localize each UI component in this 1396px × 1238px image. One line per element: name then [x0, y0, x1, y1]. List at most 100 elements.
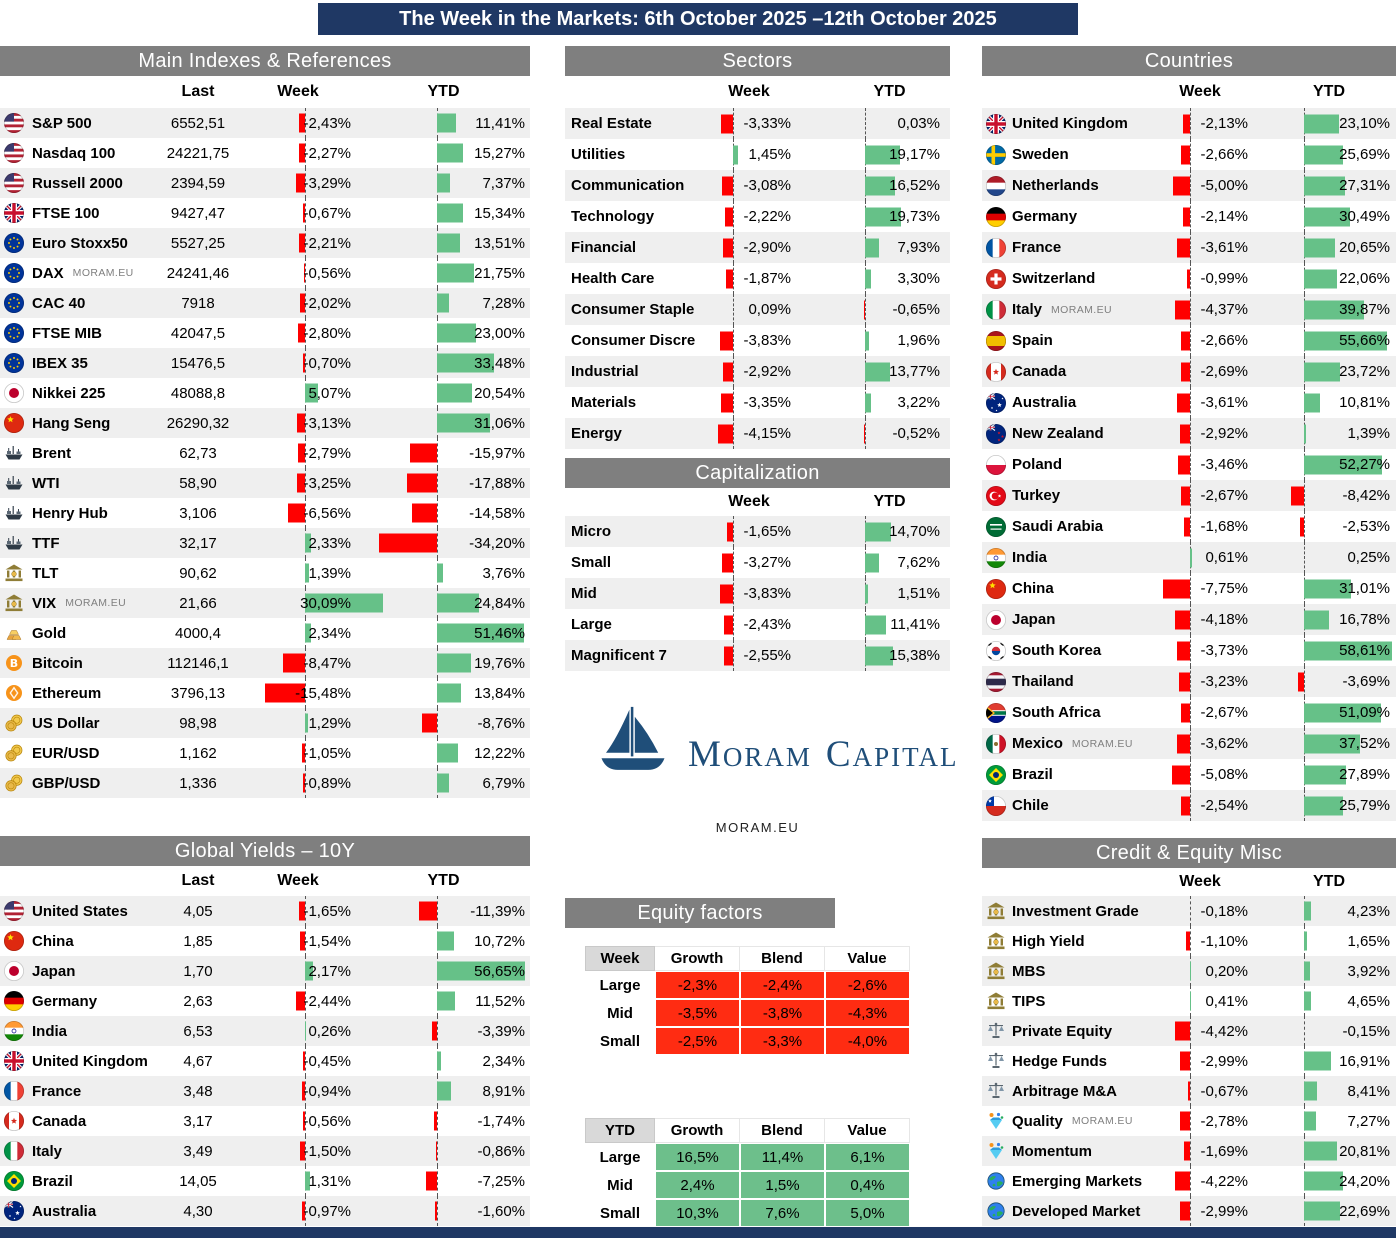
positive-bar — [865, 584, 868, 603]
bar-cell-week: -2,79% — [243, 438, 353, 468]
row-label-cell: IBEX 35 — [32, 348, 88, 378]
cell-value: -6,56% — [303, 504, 351, 522]
row-label-cell: Communication — [571, 170, 684, 201]
row-label-cell: FTSE MIB — [32, 318, 102, 348]
negative-bar — [1184, 1141, 1190, 1161]
bar-cell-ytd: 25,79% — [1266, 790, 1392, 821]
row-label: Consumer Discre — [571, 332, 696, 349]
row-label-cell: High Yield — [1012, 926, 1085, 956]
brand-word-capital: CAPITAL — [825, 734, 959, 775]
section-title: Capitalization — [695, 461, 820, 484]
bar-cell-week: -0,56% — [243, 1106, 353, 1136]
cell-last: 2,63 — [183, 992, 213, 1010]
negative-bar — [1172, 765, 1190, 784]
row-label-cell: France — [1012, 232, 1061, 263]
cell-value: -2,66% — [1200, 332, 1248, 349]
report-title: The Week in the Markets: 6th October 202… — [399, 7, 997, 30]
cell-value: 31,01% — [1339, 580, 1390, 597]
bar-cell-ytd: -0,52% — [837, 418, 942, 449]
equity-factors-week-table: Week Growth Blend Value Large -2,3% -2,4% -2,6%… — [585, 946, 910, 1055]
factor-value-cell: 2,4% — [655, 1171, 740, 1199]
cell-value: 3,76% — [482, 564, 525, 582]
bar-cell-ytd: 1,65% — [1266, 926, 1392, 956]
negative-bar — [1182, 114, 1190, 133]
bar-axis — [1190, 697, 1191, 728]
bar-cell-ytd: -1,74% — [360, 1106, 527, 1136]
cell-last: 3,49 — [183, 1142, 213, 1160]
cell-value: 1,65% — [1347, 932, 1390, 950]
bar-cell-week: -15,48% — [243, 678, 353, 708]
row-label: United Kingdom — [1012, 115, 1128, 132]
row-label: Henry Hub — [32, 504, 108, 522]
cell-value: -2,69% — [1200, 363, 1248, 380]
row-label-cell: New Zealand — [1012, 418, 1104, 449]
bar-axis — [733, 201, 734, 232]
bar-cell-ytd: 4,23% — [1266, 896, 1392, 926]
bar-axis — [1190, 635, 1191, 666]
cell-value: -8,42% — [1342, 487, 1390, 504]
row-label: Communication — [571, 177, 685, 194]
row-label-cell: Quality MORAM.EU — [1012, 1106, 1133, 1136]
positive-bar — [865, 176, 895, 195]
table-row: S&P 500 6552,51 -2,43% 11,41% — [0, 108, 530, 138]
bar-axis — [1190, 759, 1191, 790]
table-row: GBP/USD 1,336 -0,89% 6,79% — [0, 768, 530, 798]
column-header-last: Last — [181, 872, 215, 889]
bar-cell-ytd: 7,62% — [837, 547, 942, 578]
row-label-cell: Japan — [1012, 604, 1055, 635]
bar-cell-ytd: -7,25% — [360, 1166, 527, 1196]
cell-last: 14,05 — [179, 1172, 217, 1190]
positive-bar — [733, 145, 739, 164]
bar-cell-week: 2,34% — [243, 618, 353, 648]
cell-value: -2,92% — [1200, 425, 1248, 442]
positive-bar — [437, 413, 490, 433]
cell-value: -3,46% — [1200, 456, 1248, 473]
cell-value: 13,84% — [474, 684, 525, 702]
flag-ch-icon — [986, 268, 1006, 289]
row-label: South Africa — [1012, 704, 1101, 721]
row-label-cell: Poland — [1012, 449, 1062, 480]
row-label: Japan — [32, 962, 76, 980]
negative-bar — [719, 584, 733, 603]
row-label: FTSE MIB — [32, 324, 102, 342]
negative-bar — [303, 1051, 305, 1071]
cell-value: -3,62% — [1200, 735, 1248, 752]
bar-cell-week: -2,43% — [243, 108, 353, 138]
column-headers: Week YTD — [982, 868, 1396, 896]
cell-value: 1,96% — [897, 332, 940, 349]
gem-icon — [986, 1111, 1006, 1131]
bank-icon — [4, 593, 24, 613]
positive-bar — [1304, 176, 1345, 195]
bar-cell-week: -3,62% — [1150, 728, 1250, 759]
bar-cell-week: -6,56% — [243, 498, 353, 528]
row-label: S&P 500 — [32, 114, 92, 132]
negative-bar — [721, 114, 733, 133]
row-label: Mid — [571, 585, 597, 602]
cell-value: 23,10% — [1339, 115, 1390, 132]
table-row: France 3,48 -0,94% 8,91% — [0, 1076, 530, 1106]
table-row: Investment Grade -0,18% 4,23% — [982, 896, 1396, 926]
cell-value: -0,56% — [303, 264, 351, 282]
cell-value: -3,69% — [1342, 673, 1390, 690]
table-row: VIX MORAM.EU 21,66 30,09% 24,84% — [0, 588, 530, 618]
negative-bar — [1177, 393, 1190, 412]
cell-value: 5,07% — [308, 384, 351, 402]
row-label-cell: Developed Market — [1012, 1196, 1140, 1226]
factor-column-header: Growth — [655, 946, 740, 971]
bar-cell-ytd: -14,58% — [360, 498, 527, 528]
column-header-ytd: YTD — [1313, 83, 1345, 100]
bar-cell-week: 0,26% — [243, 1016, 353, 1046]
negative-bar — [303, 263, 305, 283]
bar-cell-ytd: 7,28% — [360, 288, 527, 318]
bar-cell-week: -1,50% — [243, 1136, 353, 1166]
row-label: Health Care — [571, 270, 655, 287]
row-label-cell: South Africa — [1012, 697, 1101, 728]
cell-last: 6552,51 — [170, 114, 226, 132]
bar-cell-ytd: 56,65% — [360, 956, 527, 986]
cell-value: 56,65% — [474, 962, 525, 980]
brand-site: MORAM.EU — [715, 820, 800, 835]
equity-factors-header: Equity factors — [565, 898, 835, 928]
bar-axis — [1190, 294, 1191, 325]
bar-cell-week: -2,13% — [1150, 108, 1250, 139]
cell-value: 0,09% — [748, 301, 791, 318]
